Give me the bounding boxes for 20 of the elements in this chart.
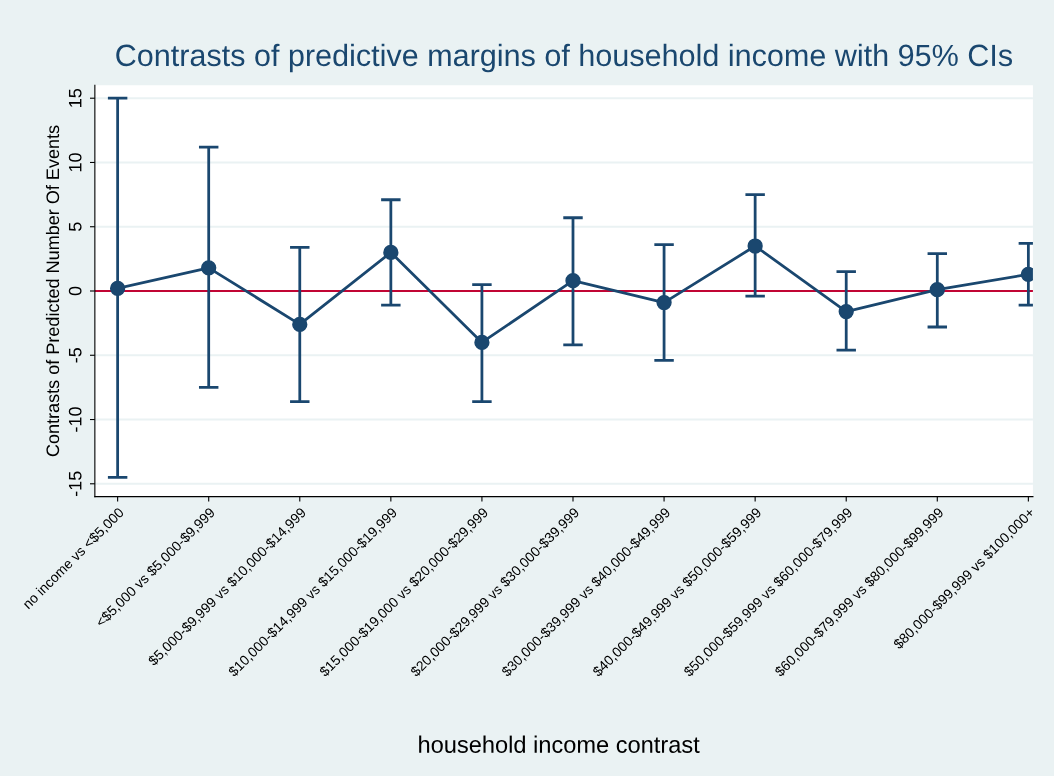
x-axis-title: household income contrast bbox=[419, 735, 700, 753]
y-tick-label: -10 bbox=[68, 407, 82, 432]
point bbox=[474, 334, 490, 351]
point bbox=[838, 303, 854, 320]
point bbox=[109, 280, 126, 297]
point bbox=[383, 244, 399, 261]
y-tick-label: 5 bbox=[68, 222, 82, 232]
y-tick-label: 10 bbox=[68, 153, 82, 172]
y-tick-label: 15 bbox=[68, 88, 82, 107]
point bbox=[292, 316, 308, 333]
point bbox=[656, 294, 672, 311]
point bbox=[929, 282, 945, 298]
chart-title: Contrasts of predictive margins of household income with 95% CIs bbox=[116, 43, 1013, 73]
point bbox=[565, 273, 581, 289]
y-tick-label: -5 bbox=[68, 347, 82, 363]
y-tick-label: -15 bbox=[68, 471, 82, 497]
point bbox=[747, 238, 763, 254]
y-axis-title: Contrasts of Predicted Number Of Events bbox=[45, 125, 60, 457]
point bbox=[201, 260, 217, 276]
y-tick-label: 0 bbox=[68, 286, 82, 296]
